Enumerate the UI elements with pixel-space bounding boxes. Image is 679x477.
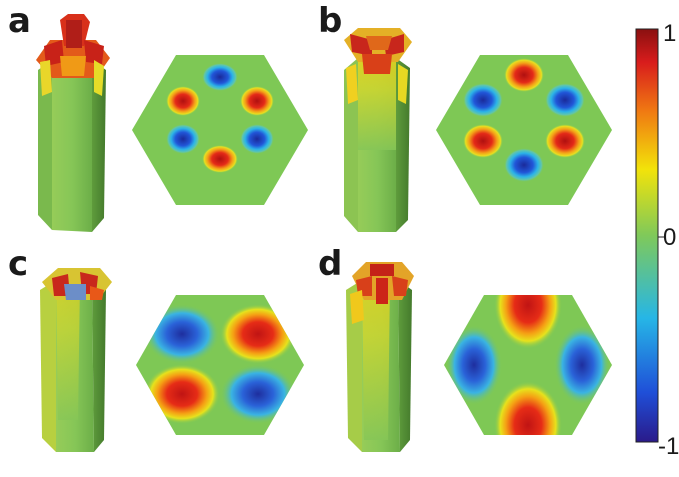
column-b: [344, 28, 412, 232]
cross-section-b: [436, 55, 612, 205]
colorbar-max-label: 1: [663, 20, 677, 47]
cross-section-a: [132, 55, 308, 205]
cross-section-c: [136, 295, 304, 435]
cross-section-d: [444, 295, 612, 435]
column-a: [36, 14, 110, 232]
colorbar-min-label: -1: [658, 433, 679, 460]
column-c: [40, 268, 112, 452]
colorbar: [635, 28, 664, 443]
panel-label-d: d: [318, 244, 343, 284]
panel-label-b: b: [318, 1, 343, 41]
panel-label-c: c: [8, 244, 29, 284]
column-d: [346, 262, 414, 452]
colorbar-mid-label: 0: [663, 224, 677, 251]
panel-label-a: a: [8, 1, 31, 41]
